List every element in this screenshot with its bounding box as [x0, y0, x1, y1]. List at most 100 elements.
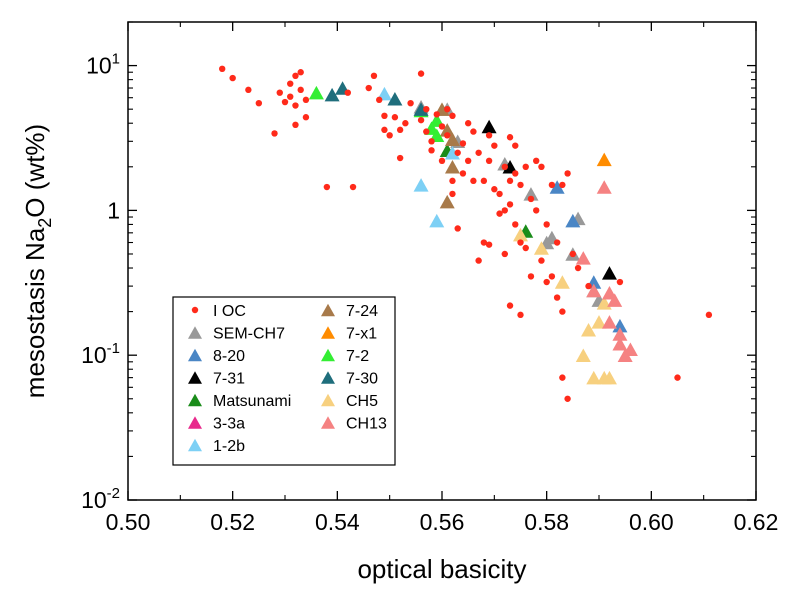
y-axis-title-group: mesostasis Na2O (wt%) [20, 124, 55, 398]
legend-marker [188, 393, 202, 407]
data-point-circle [470, 177, 477, 185]
data-point-circle [459, 140, 467, 147]
data-point-circle [276, 89, 283, 96]
data-point-circle [438, 123, 446, 130]
data-point-triangle [612, 327, 628, 341]
legend-marker [191, 306, 199, 314]
data-point-circle [287, 93, 294, 100]
y-tick-label: 1 [107, 197, 120, 223]
data-point-circle [281, 98, 289, 106]
data-point-circle [543, 221, 550, 228]
data-point-circle [559, 308, 566, 315]
data-point-triangle [387, 92, 403, 106]
legend-label: 3-3a [213, 416, 245, 433]
data-point-circle [506, 302, 514, 309]
data-point-triangle [513, 227, 528, 242]
data-point-circle [705, 311, 713, 319]
data-point-circle [506, 134, 514, 141]
legend-marker [321, 348, 335, 362]
data-point-circle [464, 120, 472, 127]
data-point-circle [533, 207, 540, 214]
data-point-triangle [533, 241, 549, 255]
data-point-circle [485, 157, 493, 165]
data-point-triangle [586, 283, 602, 298]
legend-label: Matsunami [213, 393, 291, 410]
data-point-circle [444, 132, 451, 139]
data-point-circle [475, 149, 482, 156]
data-point-triangle [523, 187, 539, 201]
data-point-triangle [601, 370, 617, 385]
data-point-circle [517, 311, 524, 319]
data-point-circle [423, 128, 430, 135]
y-tick-label-base: 10 [81, 342, 107, 368]
x-axis-title: optical basicity [357, 554, 526, 584]
data-point-circle [381, 112, 388, 120]
data-point-circle [245, 86, 252, 94]
data-point-triangle [596, 180, 612, 194]
data-point-triangle [575, 251, 591, 265]
legend-label: 7-2 [346, 348, 369, 365]
x-tick-label: 0.62 [734, 509, 779, 535]
data-point-circle [501, 250, 508, 258]
data-point-triangle [586, 370, 602, 385]
y-tick-label: 10-2 [81, 485, 120, 513]
data-point-circle [386, 132, 393, 139]
data-point-triangle [413, 178, 429, 192]
legend-marker [188, 416, 202, 429]
legend-marker [321, 371, 335, 384]
y-tick-label-exponent: -2 [107, 485, 120, 502]
data-point-circle [302, 96, 310, 104]
data-point-circle [402, 120, 409, 127]
data-point-circle [396, 154, 404, 162]
y-tick-label-exponent: 1 [112, 51, 120, 68]
legend-label: 1-2b [213, 438, 245, 455]
data-point-triangle [601, 266, 617, 280]
data-point-circle [475, 257, 482, 264]
data-point-circle [517, 181, 524, 189]
data-point-circle [522, 163, 529, 171]
data-point-triangle [549, 180, 565, 194]
data-point-circle [219, 65, 226, 73]
data-point-triangle [324, 87, 340, 102]
x-tick-label: 0.52 [210, 509, 255, 535]
data-point-circle [255, 99, 263, 107]
data-point-circle [464, 157, 472, 165]
legend-marker [188, 438, 202, 452]
legend-label: 7-24 [346, 303, 378, 320]
data-point-circle [533, 157, 540, 165]
data-point-circle [506, 177, 514, 185]
legend-label: I OC [213, 303, 246, 320]
data-point-circle [438, 157, 446, 165]
data-point-triangle [554, 275, 570, 289]
data-point-circle [522, 244, 529, 252]
data-point-circle [449, 112, 456, 120]
legend-marker [321, 326, 335, 339]
data-point-triangle [575, 348, 591, 362]
y-axis-title-subscript: 2 [35, 218, 55, 228]
data-point-triangle [308, 85, 324, 100]
data-point-circle [428, 138, 435, 145]
data-point-triangle [591, 315, 607, 329]
legend: I OC SEM-CH7 8-20 7-31 Matsunami 3-3a 1-2b 7-24… [172, 296, 396, 466]
data-point-triangle [439, 123, 455, 137]
legend-marker [188, 371, 202, 384]
data-point-triangle [601, 315, 617, 329]
data-point-circle [229, 74, 236, 82]
y-tick-label: 101 [86, 51, 120, 79]
data-point-circle [480, 239, 488, 246]
y-axis-title-suffix: O (wt%) [20, 124, 50, 218]
data-point-circle [553, 294, 561, 301]
data-point-circle [292, 72, 299, 80]
data-point-circle [423, 105, 430, 113]
data-point-circle [512, 142, 519, 149]
data-point-triangle [596, 152, 612, 167]
legend-label: 7-31 [213, 371, 245, 388]
data-point-circle [344, 89, 351, 96]
data-point-circle [574, 264, 582, 272]
data-point-circle [501, 163, 508, 171]
data-point-circle [496, 190, 503, 198]
data-point-circle [548, 181, 556, 189]
data-point-circle [376, 96, 383, 104]
data-point-circle [585, 282, 592, 290]
